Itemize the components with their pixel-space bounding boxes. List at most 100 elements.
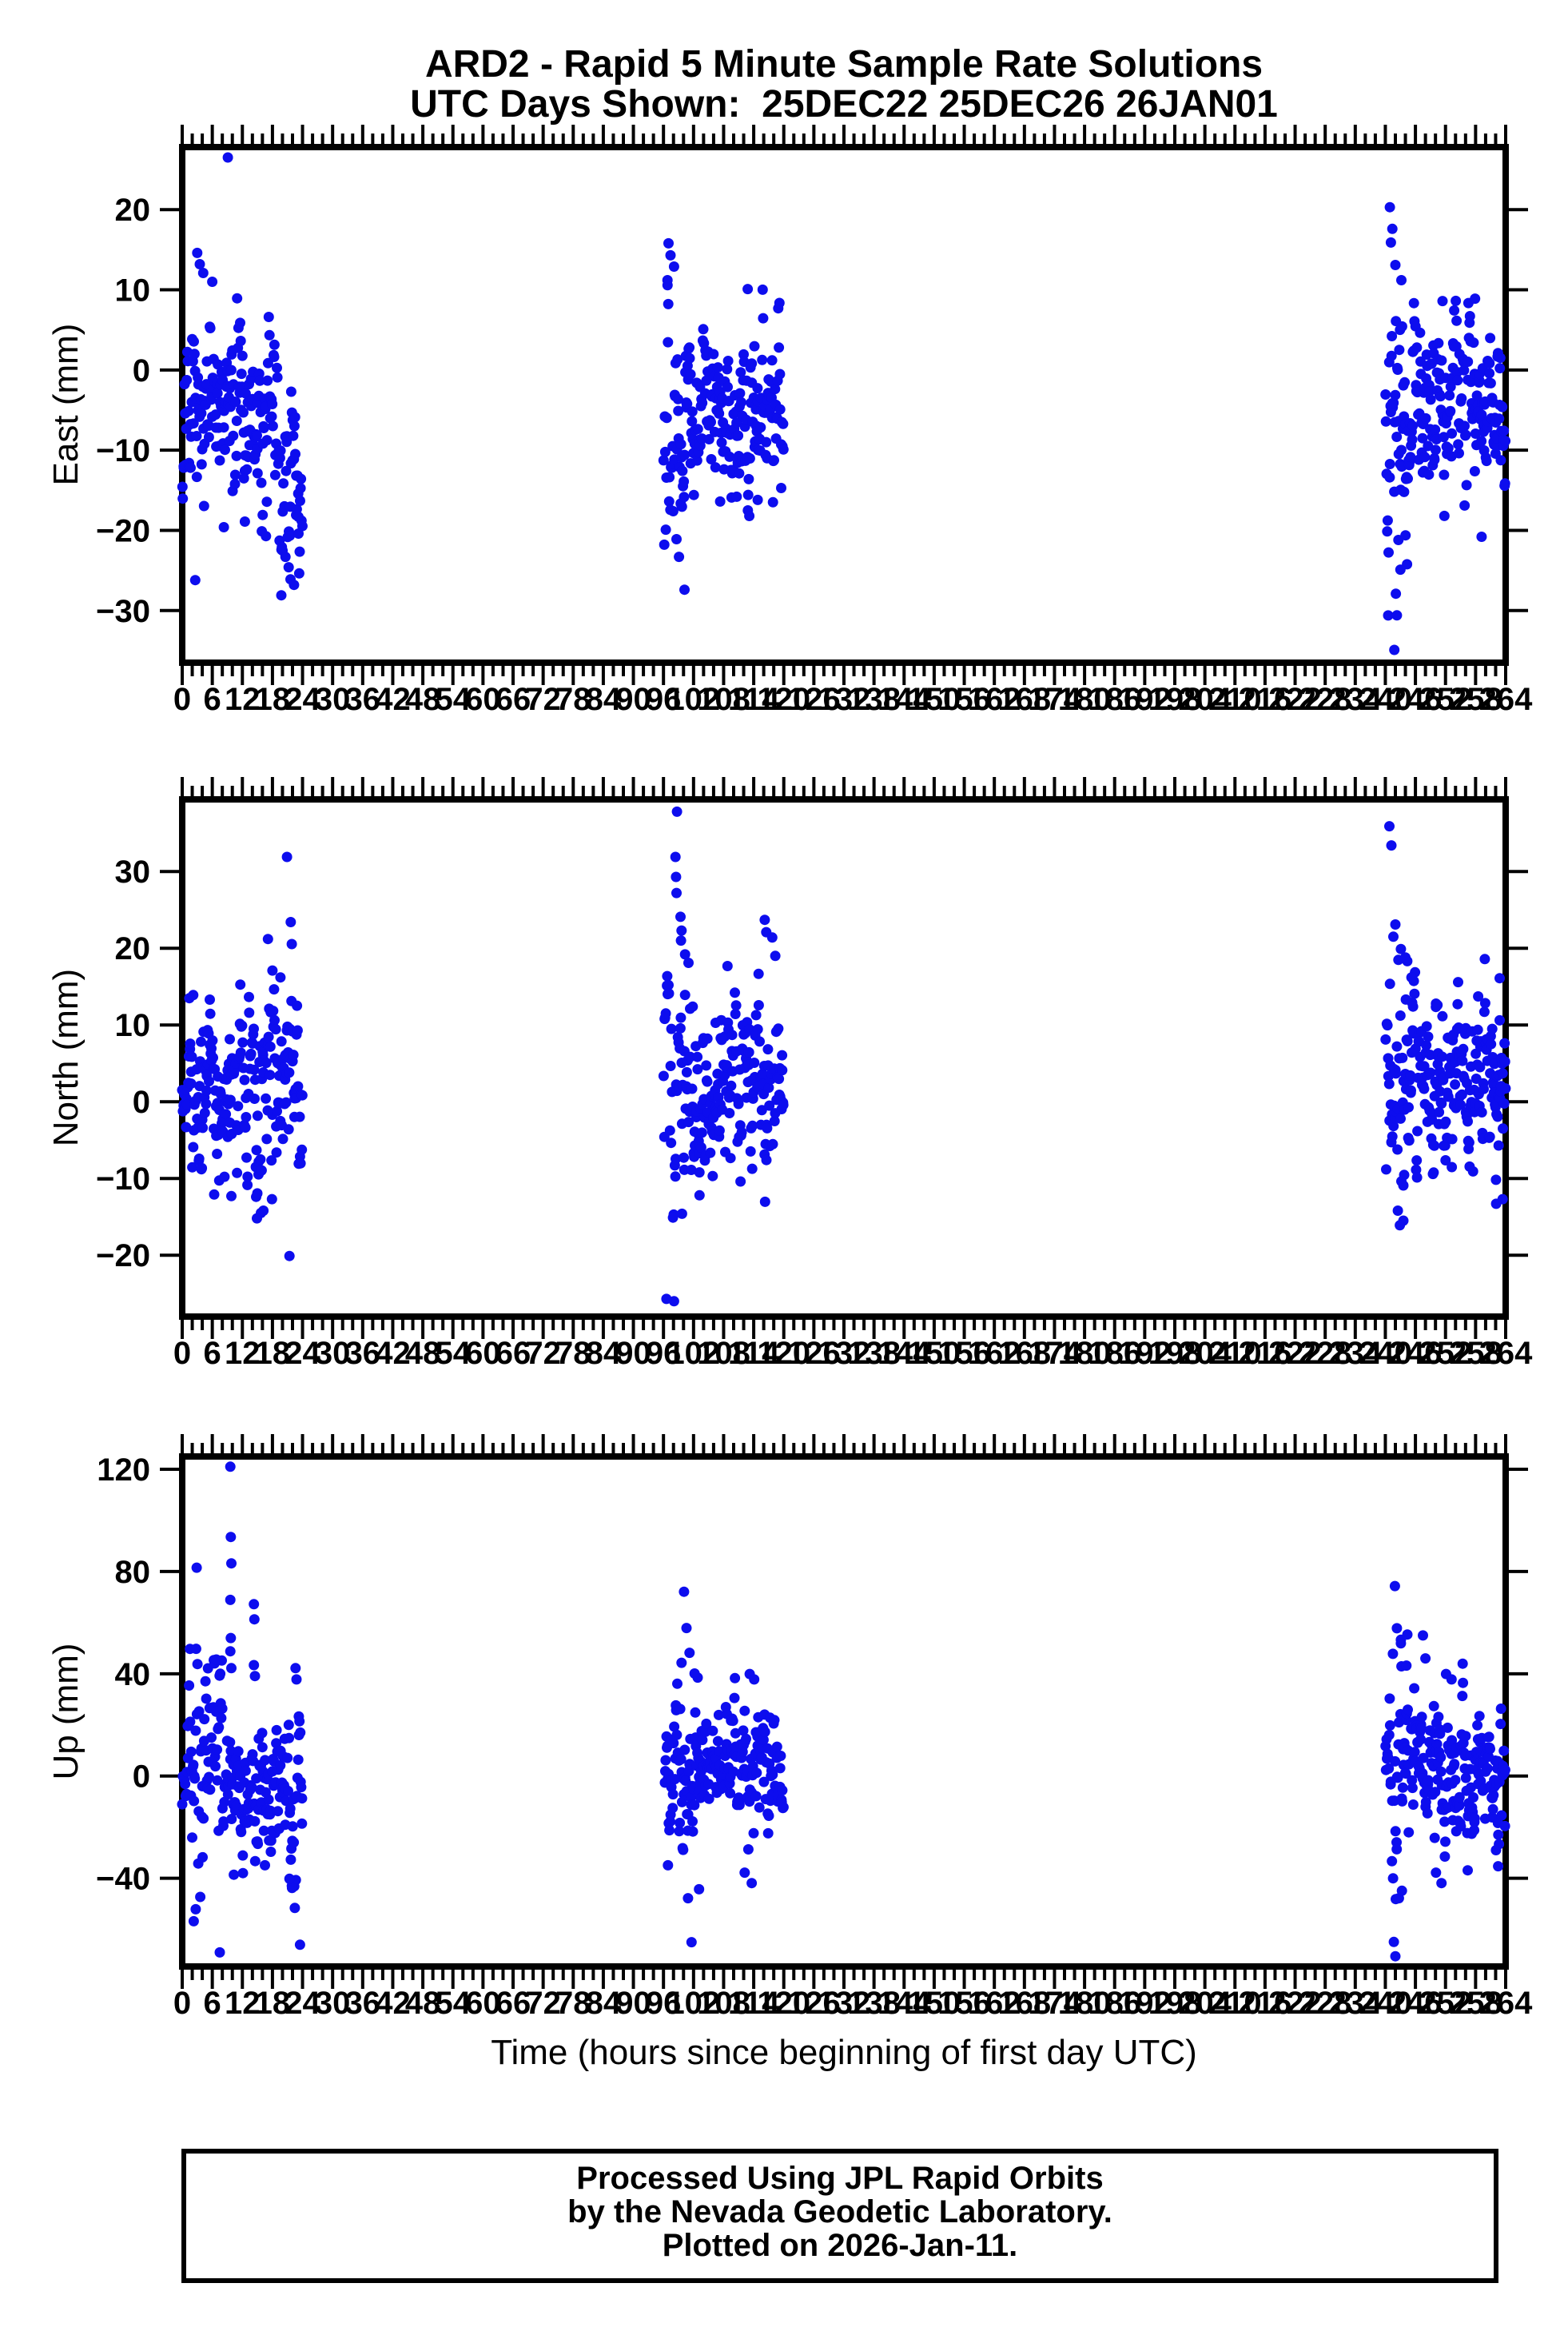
x-tick-label: 90 xyxy=(615,1336,651,1371)
x-tick-labels: 0 6 12182430364248546066727884909610210811… xyxy=(173,1986,1533,2021)
scatter-point xyxy=(212,1744,223,1755)
scatter-point xyxy=(1423,1775,1434,1786)
y-tick-label: −40 xyxy=(96,1862,150,1897)
scatter-point xyxy=(661,412,672,424)
x-tick-labels: 0 6 12182430364248546066727884909610210811… xyxy=(173,1336,1533,1371)
scatter-point xyxy=(284,1732,295,1743)
scatter-point-outlier xyxy=(1385,237,1396,248)
scatter-point xyxy=(770,384,781,395)
scatter-point xyxy=(707,1170,718,1181)
x-tick-label: 162 xyxy=(968,1986,1021,2021)
x-tick-label: 90 xyxy=(615,682,651,717)
scatter-point xyxy=(229,469,241,480)
scatter-point-outlier xyxy=(1476,532,1487,542)
x-tick-label: 204 xyxy=(1178,1336,1232,1371)
scatter-point xyxy=(757,284,768,295)
scatter-point xyxy=(714,1125,725,1136)
x-tick-label: 258 xyxy=(1449,1986,1502,2021)
scatter-point xyxy=(1460,1772,1471,1783)
scatter-point xyxy=(273,1806,284,1817)
panel-east: 0 6 12182430364248546066727884909610210811… xyxy=(96,125,1533,717)
scatter-point xyxy=(675,439,686,450)
x-tick-label: 66 xyxy=(495,1986,531,2021)
scatter-point xyxy=(752,1024,763,1035)
scatter-point xyxy=(256,477,267,488)
scatter-point xyxy=(1403,1102,1414,1113)
scatter-point xyxy=(777,1065,788,1076)
scatter-point xyxy=(1383,1763,1395,1774)
scatter-point xyxy=(237,350,248,361)
scatter-point xyxy=(241,1152,252,1163)
scatter-point xyxy=(683,1117,694,1128)
scatter-point xyxy=(1494,1839,1505,1850)
scatter-point xyxy=(1494,1014,1505,1026)
x-tick-label: 234 xyxy=(1328,682,1382,717)
scatter-point xyxy=(1387,1131,1398,1142)
scatter-point xyxy=(747,1120,758,1131)
scatter-point xyxy=(774,369,786,380)
scatter-point xyxy=(702,1076,713,1087)
scatter-point xyxy=(724,451,735,462)
x-tick-label: 30 xyxy=(315,1986,351,2021)
scatter-point xyxy=(730,1000,742,1011)
scatter-point xyxy=(1381,1164,1391,1175)
scatter-point xyxy=(1420,1796,1431,1807)
scatter-point xyxy=(285,1854,296,1865)
scatter-point xyxy=(741,1733,751,1744)
scatter-point-outlier xyxy=(280,552,291,563)
scatter-point xyxy=(206,1732,217,1743)
scatter-point xyxy=(1457,1055,1468,1066)
x-tick-label: 108 xyxy=(697,682,750,717)
scatter-point-outlier xyxy=(249,1614,260,1625)
scatter-point xyxy=(283,1124,294,1135)
x-tick-label: 216 xyxy=(1239,1986,1292,2021)
x-tick-label: 210 xyxy=(1208,682,1262,717)
x-tick-label: 144 xyxy=(878,1336,931,1371)
scatter-point xyxy=(285,530,296,541)
scatter-point-outlier xyxy=(284,1873,295,1884)
scatter-point xyxy=(762,1827,774,1839)
x-tick-label: 246 xyxy=(1389,1986,1443,2021)
scatter-point xyxy=(241,1112,252,1122)
scatter-point xyxy=(260,1755,271,1766)
x-tick-label: 0 xyxy=(173,682,191,717)
scatter-point xyxy=(692,424,703,435)
scatter-point xyxy=(225,1094,236,1106)
scatter-point-outlier xyxy=(249,1660,260,1671)
scatter-point xyxy=(265,1805,276,1816)
scatter-point-outlier xyxy=(689,1668,700,1679)
x-tick-label: 138 xyxy=(847,682,901,717)
scatter-point xyxy=(1479,998,1490,1009)
scatter-point xyxy=(691,455,702,466)
scatter-point xyxy=(750,1791,762,1802)
scatter-point xyxy=(758,1735,769,1745)
scatter-point xyxy=(263,1031,274,1042)
scatter-point xyxy=(192,1659,203,1670)
x-tick-label: 210 xyxy=(1208,1336,1262,1371)
scatter-point xyxy=(1403,1135,1415,1146)
x-tick-label: 96 xyxy=(646,682,682,717)
y-tick-label: 10 xyxy=(115,273,151,309)
scatter-point xyxy=(197,1851,208,1863)
scatter-point xyxy=(1403,1827,1415,1838)
scatter-point xyxy=(275,445,286,456)
x-tick-label: 186 xyxy=(1088,682,1141,717)
scatter-point xyxy=(777,1785,788,1796)
scatter-point xyxy=(1451,315,1463,326)
scatter-point-outlier xyxy=(188,1915,199,1927)
x-tick-label: 252 xyxy=(1419,1986,1472,2021)
scatter-point-outlier xyxy=(294,1939,305,1950)
scatter-point xyxy=(188,1142,199,1153)
scatter-point xyxy=(705,1147,716,1158)
x-tick-label: 162 xyxy=(968,682,1021,717)
scatter-point xyxy=(246,1782,257,1793)
scatter-point xyxy=(750,1010,762,1021)
scatter-point-outlier xyxy=(1391,588,1402,600)
scatter-point-outlier xyxy=(1400,952,1411,963)
x-tick-label: 18 xyxy=(255,1336,291,1371)
scatter-point-outlier xyxy=(676,1657,687,1668)
scatter-point xyxy=(670,1774,680,1785)
scatter-point-outlier xyxy=(1470,293,1481,305)
scatter-point xyxy=(272,362,282,373)
scatter-point xyxy=(1421,1040,1432,1051)
